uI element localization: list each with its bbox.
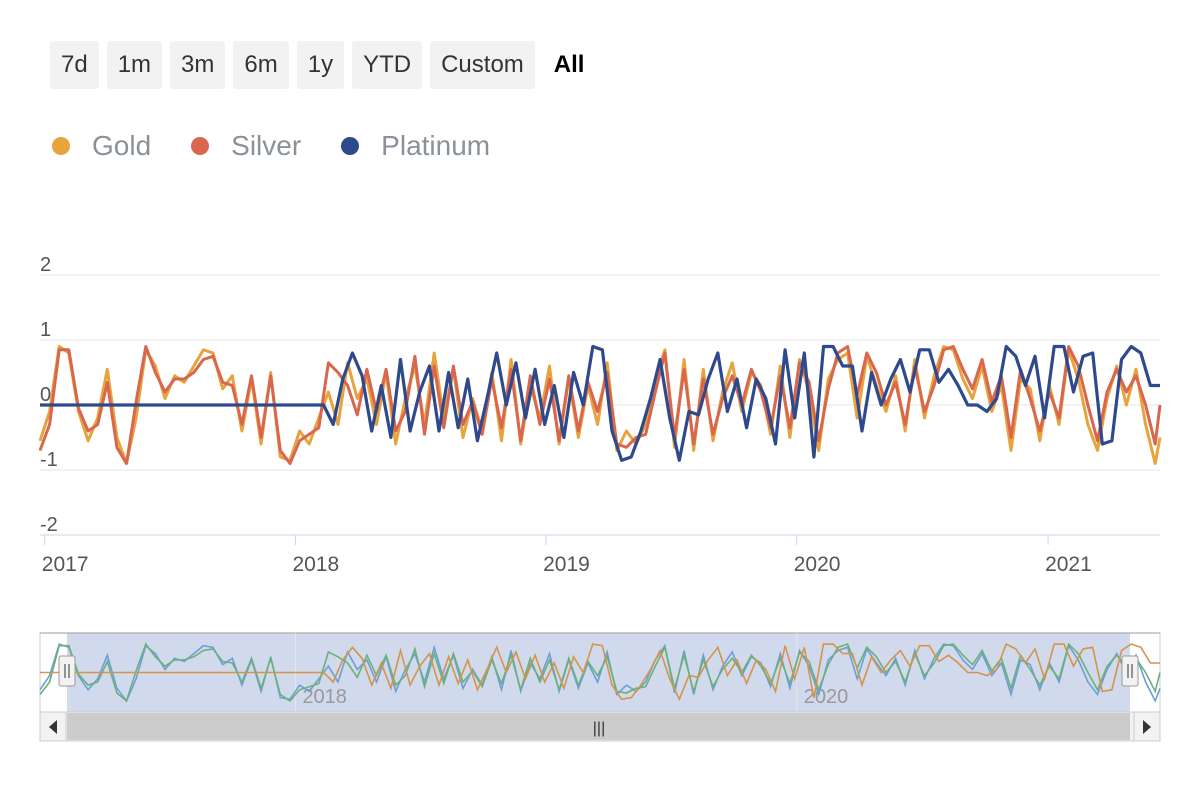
handle-body (58, 655, 76, 687)
scrollbar-thumb[interactable] (67, 713, 1130, 740)
legend-item-platinum[interactable]: Platinum (341, 130, 490, 162)
range-button-6m[interactable]: 6m (233, 41, 289, 89)
right-arrow-icon (1143, 720, 1151, 734)
x-tick-label: 2017 (42, 553, 89, 576)
navigator-handle-right[interactable] (1121, 655, 1139, 687)
series-line-silver (38, 345, 1162, 465)
scroll-left-button[interactable] (39, 711, 67, 742)
range-button-all[interactable]: All (543, 41, 596, 89)
x-tick-label: 2020 (794, 553, 841, 576)
handle-body (1121, 655, 1139, 687)
navigator-series-silver (39, 642, 1161, 703)
legend-label: Gold (92, 130, 152, 161)
legend-label: Platinum (381, 130, 491, 161)
navigator-x-label: 2020 (804, 686, 849, 708)
y-tick-label: -1 (40, 449, 58, 471)
range-button-3m[interactable]: 3m (170, 41, 226, 89)
series-line-platinum (40, 344, 1160, 462)
x-tick-label: 2021 (1045, 553, 1092, 576)
range-button-custom[interactable]: Custom (430, 41, 535, 89)
y-tick-label: -2 (40, 514, 58, 536)
scroll-right-button[interactable] (1133, 711, 1161, 742)
x-tick-label: 2019 (543, 553, 590, 576)
range-button-1m[interactable]: 1m (106, 41, 163, 89)
range-selector: 7d 1m 3m 6m 1y YTD Custom All (50, 41, 595, 89)
range-button-7d[interactable]: 7d (50, 41, 99, 89)
range-button-ytd[interactable]: YTD (352, 41, 423, 89)
legend: Gold Silver Platinum (52, 130, 490, 162)
y-tick-label: 2 (40, 254, 51, 276)
y-tick-label: 1 (40, 319, 51, 341)
legend-item-gold[interactable]: Gold (52, 130, 151, 162)
legend-marker (341, 137, 360, 155)
left-arrow-icon (49, 720, 57, 734)
navigator-series-platinum (40, 642, 1160, 702)
navigator-x-label: 2018 (302, 686, 347, 708)
legend-marker (52, 137, 70, 155)
legend-marker (191, 137, 210, 155)
legend-item-silver[interactable]: Silver (191, 130, 301, 162)
scrollbar-grip: ||| (593, 720, 605, 737)
y-tick-label: 0 (40, 384, 51, 406)
range-button-1y[interactable]: 1y (296, 41, 345, 89)
legend-label: Silver (231, 130, 302, 161)
x-tick-label: 2018 (292, 553, 339, 576)
navigator-handle-left[interactable] (58, 655, 76, 687)
